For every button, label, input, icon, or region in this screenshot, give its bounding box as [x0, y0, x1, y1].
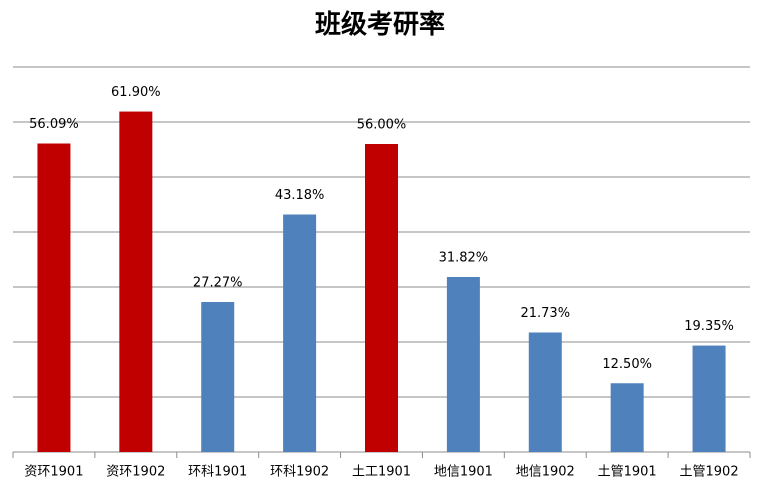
value-label: 56.09% — [29, 117, 79, 132]
bar — [365, 144, 398, 452]
value-label: 56.00% — [357, 118, 407, 133]
value-label: 12.50% — [602, 357, 652, 372]
x-tick-label: 土管1902 — [680, 465, 739, 480]
bar — [528, 332, 562, 452]
bar — [692, 345, 726, 452]
x-tick-label: 土工1901 — [352, 465, 411, 480]
x-tick-label: 资环1902 — [106, 465, 165, 480]
value-label: 21.73% — [520, 306, 570, 321]
x-tick-label: 土管1901 — [598, 465, 657, 480]
bar — [446, 276, 480, 452]
bar — [37, 143, 71, 452]
value-label: 27.27% — [193, 276, 243, 291]
x-tick-label: 地信1902 — [516, 465, 575, 480]
bar — [283, 214, 317, 452]
value-label: 19.35% — [684, 319, 734, 334]
x-tick-label: 地信1901 — [434, 465, 493, 480]
value-label: 43.18% — [275, 188, 325, 203]
bar — [119, 111, 153, 453]
value-label: 61.90% — [111, 85, 161, 100]
bar — [610, 383, 644, 452]
x-tick-label: 资环1901 — [24, 465, 83, 480]
chart-title: 班级考研率 — [315, 9, 445, 40]
value-label: 31.82% — [439, 250, 489, 265]
x-tick-label: 环科1901 — [188, 465, 247, 480]
bar — [201, 302, 235, 452]
x-tick-label: 环科1902 — [270, 465, 329, 480]
